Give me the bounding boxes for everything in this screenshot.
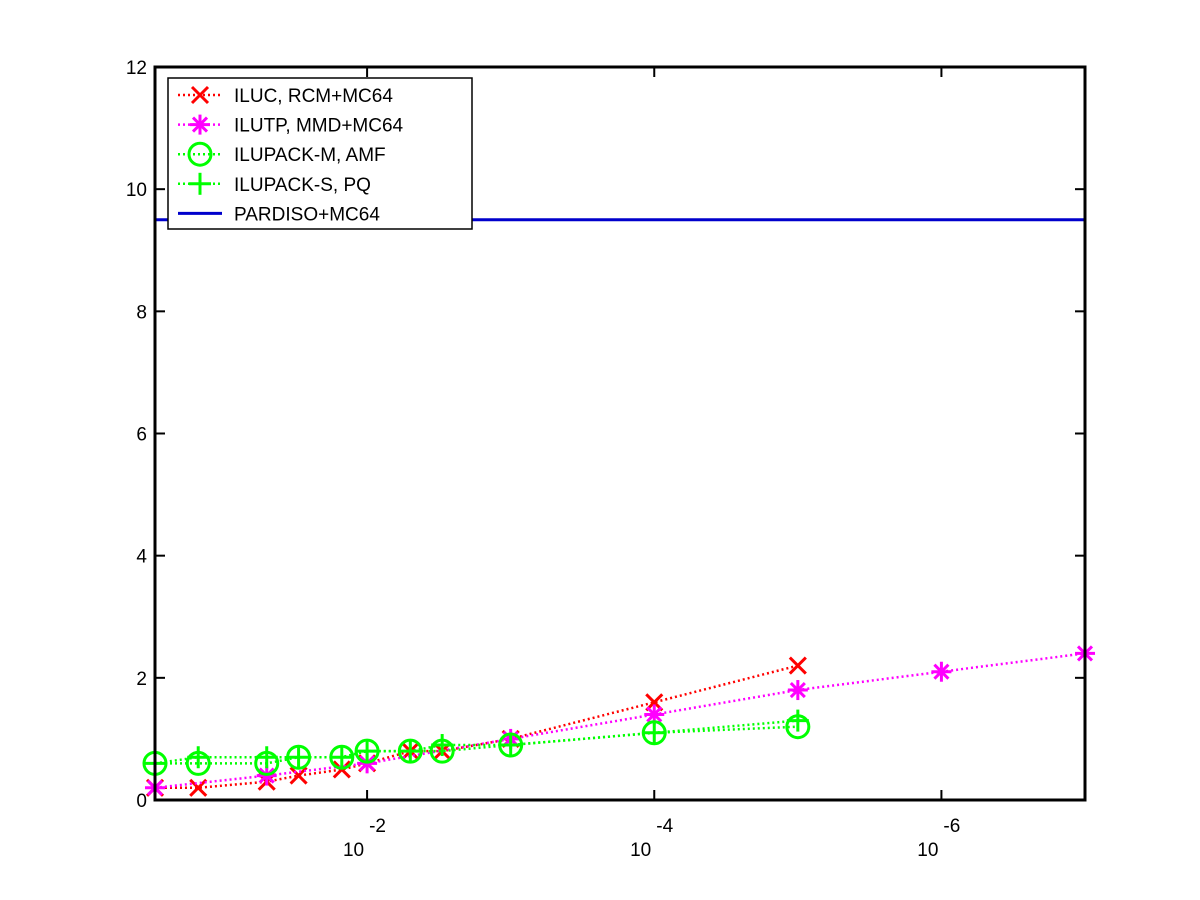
x-tick-base-2: 10	[630, 840, 651, 861]
series-4-point-2	[187, 746, 210, 769]
series-4-point-7	[399, 740, 422, 763]
axes	[153, 65, 1087, 802]
legend-marker-4	[189, 172, 211, 195]
series-4-point-5	[330, 746, 353, 769]
series-line-4	[154, 719, 798, 765]
legend-marker-3	[187, 141, 213, 167]
series-4-point-8	[431, 734, 454, 757]
legend: ILUC, RCM+MC64 ILUTP, MMD+MC64 ILUPACK-M, …	[167, 77, 473, 230]
series-line-2	[154, 652, 1086, 790]
x-tick-base-1: 10	[343, 840, 364, 861]
legend-entry-5: PARDISO+MC64	[178, 204, 380, 225]
series-1-point-4	[289, 766, 308, 785]
series-4-point-3	[255, 746, 278, 769]
legend-entry-4: ILUPACK-S, PQ	[178, 172, 371, 196]
series-4-point-10	[643, 721, 666, 744]
series-2-point-7	[931, 661, 952, 682]
legend-label-2: ILUTP, MMD+MC64	[234, 116, 404, 137]
y-tick-label-5: 8	[136, 302, 147, 323]
y-tick-label-6: 10	[126, 180, 147, 201]
series-2-point-6	[787, 680, 808, 701]
legend-label-5: PARDISO+MC64	[234, 204, 380, 225]
x-tick-exponent-1: -2	[369, 816, 386, 837]
legend-label-1: ILUC, RCM+MC64	[234, 86, 393, 107]
series-1-point-2	[189, 778, 208, 797]
legend-label-3: ILUPACK-M, AMF	[234, 145, 386, 166]
y-tick-label-2: 2	[136, 669, 147, 690]
y-tick-label-3: 4	[136, 547, 147, 568]
series-4-point-11	[786, 709, 809, 732]
series-1-point-11	[788, 656, 807, 675]
legend-label-4: ILUPACK-S, PQ	[234, 175, 371, 196]
x-tick-exponent-3: -6	[943, 816, 960, 837]
legend-entry-2: ILUTP, MMD+MC64	[178, 114, 404, 137]
legend-marker-2	[190, 114, 210, 135]
y-tick-label-4: 6	[136, 425, 147, 446]
series-4-point-4	[287, 746, 310, 769]
y-tick-label-1: 0	[136, 791, 147, 812]
series-4-point-6	[356, 740, 379, 763]
x-tick-base-3: 10	[917, 840, 938, 861]
series-4-point-9	[499, 734, 522, 757]
y-tick-label-7: 12	[126, 58, 147, 79]
x-tick-exponent-2: -4	[656, 816, 673, 837]
legend-entry-3: ILUPACK-M, AMF	[178, 141, 386, 167]
legend-entry-1: ILUC, RCM+MC64	[178, 85, 393, 107]
legend-marker-1	[190, 85, 210, 105]
